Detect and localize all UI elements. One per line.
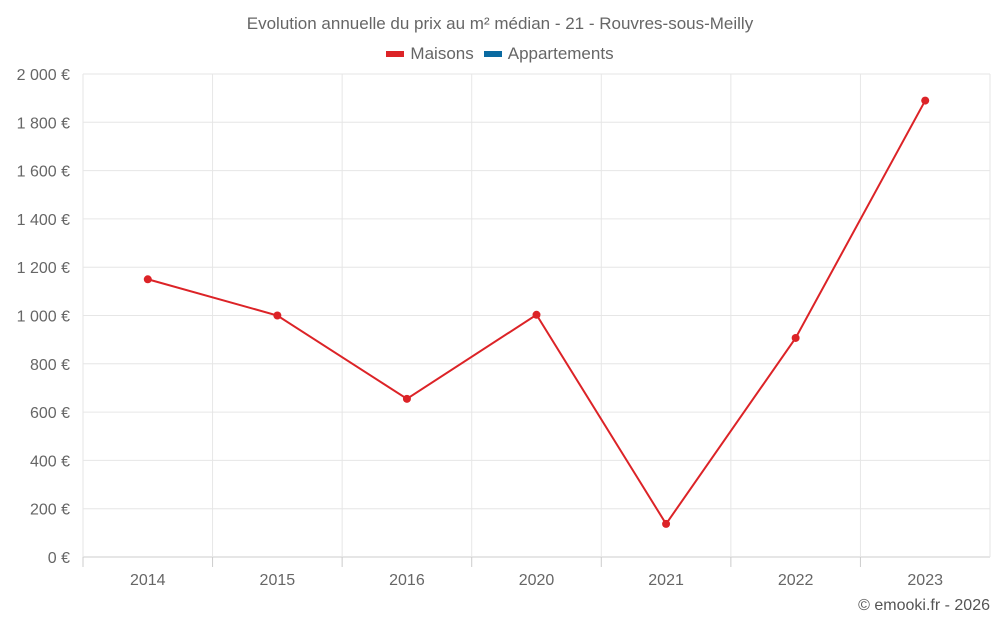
y-tick-label: 400 € <box>30 453 70 470</box>
x-tick-label: 2015 <box>260 572 296 589</box>
y-tick-label: 1 600 € <box>17 164 70 181</box>
y-tick-label: 1 000 € <box>17 309 70 326</box>
y-tick-label: 1 200 € <box>17 260 70 277</box>
data-point <box>273 311 282 320</box>
y-tick-label: 200 € <box>30 502 70 519</box>
y-tick-label: 2 000 € <box>17 67 70 84</box>
legend-item-appartements[interactable]: Appartements <box>483 44 614 64</box>
legend-swatch-appartements <box>483 51 502 57</box>
y-tick-label: 800 € <box>30 357 70 374</box>
x-tick-label: 2023 <box>907 572 943 589</box>
y-tick-label: 1 800 € <box>17 115 70 132</box>
x-tick-label: 2014 <box>130 572 166 589</box>
legend-label: Appartements <box>507 44 614 63</box>
data-point <box>921 96 930 105</box>
x-tick-label: 2020 <box>519 572 555 589</box>
data-point <box>662 519 671 528</box>
legend-item-maisons[interactable]: Maisons <box>386 44 474 64</box>
data-point <box>402 394 411 403</box>
y-tick-label: 1 400 € <box>17 212 70 229</box>
data-point <box>532 310 541 319</box>
legend-label: Maisons <box>410 44 474 63</box>
x-tick-label: 2022 <box>778 572 814 589</box>
chart-title: Evolution annuelle du prix au m² médian … <box>246 14 754 33</box>
data-point <box>143 275 152 284</box>
legend-swatch-maisons <box>386 51 405 57</box>
data-point <box>791 333 800 342</box>
x-tick-label: 2016 <box>389 572 425 589</box>
legend: Maisons Appartements <box>0 44 1000 64</box>
y-tick-label: 600 € <box>30 405 70 422</box>
x-tick-label: 2021 <box>648 572 684 589</box>
y-tick-label: 0 € <box>48 550 70 567</box>
credit: © emooki.fr - 2026 <box>858 597 990 614</box>
